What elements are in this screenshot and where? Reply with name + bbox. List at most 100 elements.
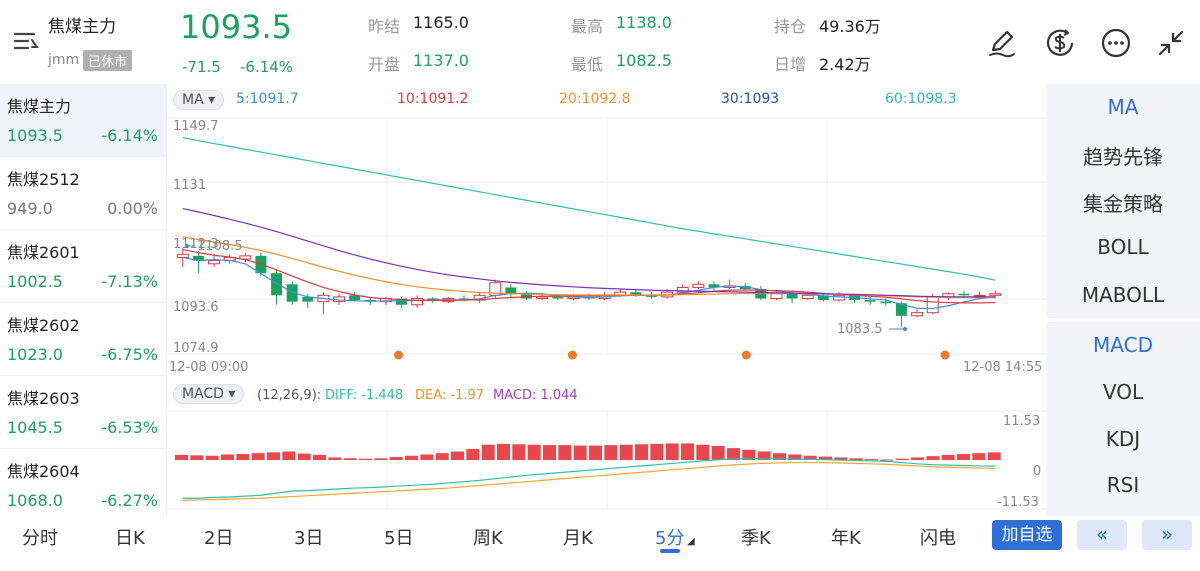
macd-bar [297, 453, 311, 460]
macd-diff-line [182, 458, 996, 499]
ma-line-ma60 [182, 136, 996, 281]
event-marker[interactable] [940, 350, 950, 360]
tab-5day[interactable]: 5日 [384, 528, 414, 549]
price-axis-label: 1093.6 [173, 300, 219, 315]
list-item[interactable]: 焦煤2603 1045.5 -6.53% [0, 376, 166, 449]
tab-3day[interactable]: 3日 [294, 528, 324, 549]
macd-bar [497, 443, 511, 460]
prev-button[interactable]: « [1077, 520, 1127, 550]
next-button[interactable]: » [1142, 520, 1192, 550]
dropdown-caret-icon[interactable]: ◢ [687, 536, 695, 547]
stat-value: 49.36万 [819, 17, 881, 36]
contract-price: 1045.5 [7, 418, 63, 437]
indicator-macd[interactable]: MACD [1093, 333, 1153, 357]
list-item[interactable]: 焦煤2601 1002.5 -7.13% [0, 230, 166, 303]
tab-daily-k[interactable]: 日K [115, 528, 145, 549]
collapse-icon[interactable] [1154, 26, 1188, 60]
price-change: -71.5 [182, 58, 221, 76]
event-marker[interactable] [394, 350, 404, 360]
stat-label: 持仓 [774, 17, 807, 36]
kline-chart-area[interactable]: MA ▾ 5:1091.7 10:1091.2 20:1092.8 30:109… [166, 84, 1047, 516]
tab-2day[interactable]: 2日 [204, 528, 234, 549]
macd-bar [481, 444, 495, 460]
menu-sort-icon[interactable] [12, 30, 40, 52]
macd-bar [619, 444, 633, 460]
indicator-trend-pioneer[interactable]: 趋势先锋 [1083, 145, 1163, 169]
tab-weekly-k[interactable]: 周K [473, 528, 503, 549]
macd-value: MACD: 1.044 [493, 388, 578, 403]
indicator-rsi[interactable]: RSI [1106, 473, 1140, 497]
more-icon[interactable] [1099, 26, 1133, 60]
list-item[interactable]: 焦煤2604 1068.0 -6.27% [0, 449, 166, 522]
macd-axis-label: -11.53 [997, 495, 1039, 510]
ma5-value: 5:1091.7 [236, 91, 299, 107]
stat-label: 开盘 [368, 55, 401, 74]
macd-bar [681, 443, 695, 460]
indicator-boll[interactable]: BOLL [1097, 235, 1149, 259]
list-item[interactable]: 焦煤主力 1093.5 -6.14% [0, 84, 166, 157]
add-watchlist-button[interactable]: 加自选 [992, 520, 1062, 550]
macd-bar [405, 455, 419, 460]
dollar-icon[interactable] [1043, 26, 1077, 60]
macd-bar [267, 452, 281, 460]
tab-5min[interactable]: 5分 [655, 528, 685, 549]
macd-bar [205, 455, 219, 460]
indicator-panel: MA 趋势先锋 集金策略 BOLL MABOLL MACD VOL KDJ RS… [1046, 84, 1200, 516]
contract-list: 焦煤主力 1093.5 -6.14% 焦煤2512 949.0 0.00% 焦煤… [0, 84, 166, 522]
macd-bar [742, 449, 756, 460]
ma10-value: 10:1091.2 [397, 91, 469, 107]
macd-bar [957, 454, 971, 460]
event-marker[interactable] [567, 350, 577, 360]
stat-value: 1137.0 [413, 51, 469, 70]
macd-bar [665, 443, 679, 460]
kline-svg: 1149.7 1131 1112.3 1093.6 1074.9 1108.5 … [167, 117, 1047, 510]
tab-quarterly-k[interactable]: 季K [741, 528, 771, 549]
macd-bar [359, 458, 373, 460]
indicator-ma[interactable]: MA [1107, 95, 1139, 119]
macd-bar [282, 451, 296, 460]
macd-params: (12,26,9): [257, 388, 321, 403]
macd-dea: DEA: -1.97 [415, 388, 484, 403]
quote-header: 焦煤主力 jmm 已休市 1093.5 -71.5 -6.14% 昨结 1165… [0, 0, 1200, 84]
tab-timeshare[interactable]: 分时 [22, 528, 58, 549]
macd-bar [635, 444, 649, 460]
edit-icon[interactable] [985, 26, 1019, 60]
indicator-vol[interactable]: VOL [1102, 380, 1144, 404]
list-item[interactable]: 焦煤2602 1023.0 -6.75% [0, 303, 166, 376]
market-status-badge: 已休市 [83, 50, 133, 71]
indicator-gold-strategy[interactable]: 集金策略 [1083, 192, 1163, 216]
event-marker[interactable] [741, 350, 751, 360]
ma60-value: 60:1098.3 [885, 91, 957, 107]
contract-pct: -6.75% [101, 345, 158, 364]
macd-bar [543, 445, 557, 460]
contract-pct: -6.14% [101, 126, 158, 145]
indicator-kdj[interactable]: KDJ [1105, 427, 1141, 451]
candle [521, 290, 532, 301]
active-tab-indicator [660, 549, 680, 553]
price-axis-label: 1112.3 [173, 237, 219, 252]
low-price-marker: 1083.5 [837, 322, 883, 337]
macd-bar [834, 457, 848, 460]
ma-selector[interactable]: MA ▾ [173, 90, 225, 110]
macd-bar [573, 445, 587, 460]
candle [223, 254, 236, 264]
tab-yearly-k[interactable]: 年K [831, 528, 861, 549]
ma-selector-label: MA [182, 92, 204, 108]
stat-value: 1165.0 [413, 13, 469, 32]
candle [302, 293, 314, 308]
macd-bar [328, 457, 342, 460]
contract-name: 焦煤主力 [7, 97, 72, 116]
macd-diff: DIFF: -1.448 [325, 388, 403, 403]
macd-selector[interactable]: MACD ▾ [173, 384, 245, 404]
start-time-label: 12-08 09:00 [169, 360, 248, 375]
stat-label: 昨结 [368, 17, 401, 36]
macd-bar [788, 454, 802, 460]
tab-monthly-k[interactable]: 月K [563, 528, 593, 549]
stat-label: 最高 [571, 17, 604, 36]
indicator-maboll[interactable]: MABOLL [1081, 283, 1165, 307]
macd-bar [941, 454, 955, 460]
macd-axis-label: 0 [1033, 464, 1041, 479]
list-item[interactable]: 焦煤2512 949.0 0.00% [0, 157, 166, 230]
tab-lightning[interactable]: 闪电 [920, 528, 956, 549]
contract-price: 1093.5 [7, 126, 63, 145]
